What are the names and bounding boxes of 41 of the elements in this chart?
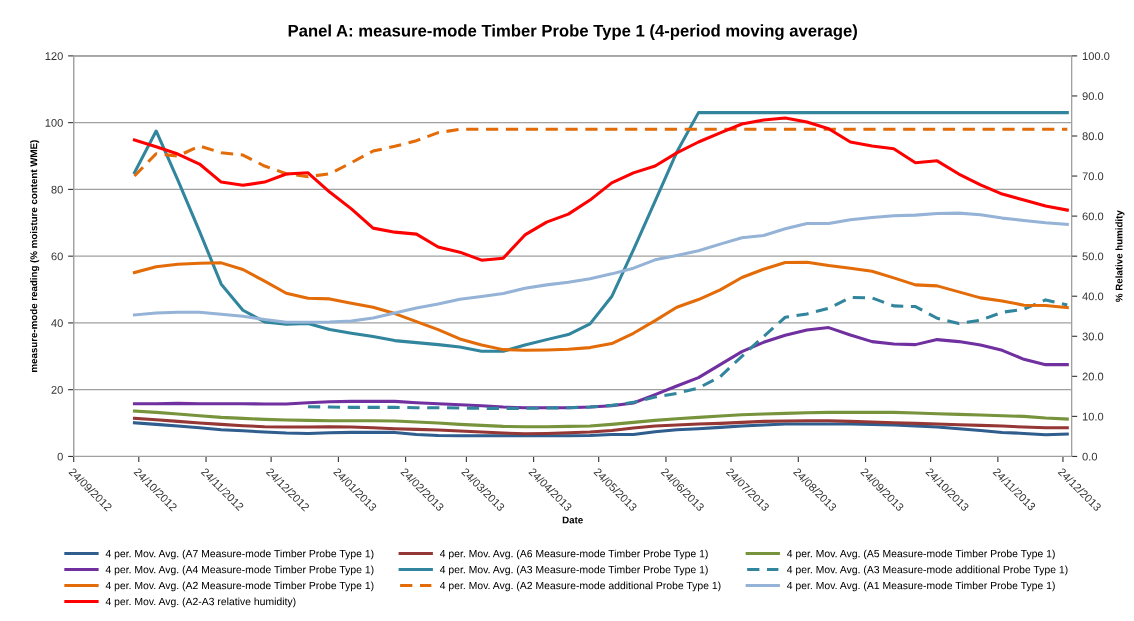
line-series: [132, 116, 1069, 262]
chart-title: Panel A: measure-mode Timber Probe Type 1 (4-period moving average): [288, 24, 857, 40]
legend-label: 4 per. Mov. Avg. (A3 Measure-mode Timber Probe Type 1): [439, 565, 708, 576]
y2-tick-label: 0.0: [1082, 452, 1098, 461]
x-axis-title: Date: [562, 516, 583, 524]
y2-axis-title: % Relative humidity: [1115, 210, 1125, 302]
legend-label: 4 per. Mov. Avg. (A4 Measure-mode Timber Probe Type 1): [105, 565, 374, 576]
y2-tick-label: 40.0: [1082, 292, 1104, 301]
line-series: [132, 211, 1069, 324]
line-series: [132, 127, 1069, 179]
line-series: [132, 409, 1069, 429]
legend-label: 4 per. Mov. Avg. (A3 Measure-mode additional Probe Type 1): [786, 565, 1068, 576]
legend-label: 4 per. Mov. Avg. (A2 Measure-mode Timber Probe Type 1): [105, 581, 374, 592]
y-tick-label: 120: [45, 52, 63, 61]
legend-label: 4 per. Mov. Avg. (A7 Measure-mode Timber Probe Type 1): [105, 549, 374, 560]
y-tick-label: 60: [51, 252, 63, 261]
legend-label: 4 per. Mov. Avg. (A5 Measure-mode Timber Probe Type 1): [786, 549, 1055, 560]
y2-tick-label: 90.0: [1082, 92, 1104, 101]
y2-tick-label: 80.0: [1082, 132, 1104, 141]
legend-label: 4 per. Mov. Avg. (A6 Measure-mode Timber Probe Type 1): [439, 549, 708, 560]
line-series: [306, 296, 1069, 410]
y2-tick-label: 70.0: [1082, 172, 1104, 181]
legend-label: 4 per. Mov. Avg. (A2 Measure-mode additional Probe Type 1): [439, 581, 721, 592]
y2-tick-label: 50.0: [1082, 252, 1104, 261]
y-tick-label: 40: [51, 319, 63, 328]
line-series: [132, 260, 1069, 352]
y-tick-label: 20: [51, 385, 63, 394]
line-series: [132, 111, 1069, 353]
y-tick-label: 100: [45, 118, 63, 127]
y2-tick-label: 30.0: [1082, 332, 1104, 341]
y2-tick-label: 60.0: [1082, 212, 1104, 221]
y-tick-label: 80: [51, 185, 63, 194]
line-series: [132, 416, 1069, 436]
y2-tick-label: 100.0: [1082, 52, 1110, 61]
legend-label: 4 per. Mov. Avg. (A2-A3 relative humidity): [105, 597, 296, 608]
y-tick-label: 0: [57, 452, 63, 461]
y2-tick-label: 20.0: [1082, 372, 1104, 381]
y2-tick-label: 10.0: [1082, 412, 1104, 421]
y-axis-title: measure-mode reading (% moisture content WME): [30, 140, 40, 372]
legend-label: 4 per. Mov. Avg. (A1 Measure-mode Timber Probe Type 1): [786, 581, 1055, 592]
line-series: [132, 421, 1069, 438]
